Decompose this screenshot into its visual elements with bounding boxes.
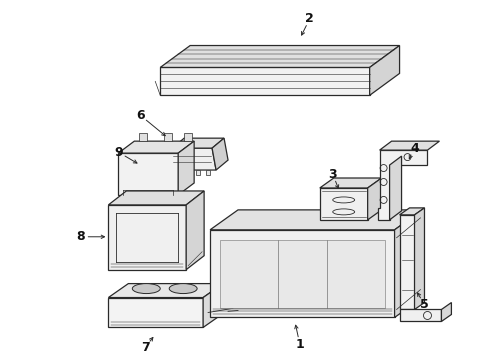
Polygon shape [441, 302, 451, 321]
Polygon shape [210, 230, 394, 318]
Polygon shape [212, 138, 228, 170]
Polygon shape [196, 170, 200, 175]
Polygon shape [399, 208, 424, 215]
Polygon shape [320, 188, 368, 220]
Ellipse shape [132, 284, 160, 293]
Polygon shape [394, 210, 422, 318]
Text: 6: 6 [136, 109, 145, 122]
Polygon shape [176, 170, 180, 175]
Polygon shape [399, 310, 441, 321]
Text: 9: 9 [114, 145, 122, 159]
Polygon shape [368, 178, 382, 220]
Polygon shape [186, 191, 204, 270]
Polygon shape [206, 170, 210, 175]
Polygon shape [220, 240, 385, 307]
Text: 8: 8 [76, 230, 85, 243]
Polygon shape [186, 170, 190, 175]
Polygon shape [108, 205, 186, 270]
Polygon shape [108, 284, 223, 298]
Polygon shape [172, 138, 224, 148]
Text: 3: 3 [328, 167, 337, 180]
Text: 2: 2 [305, 12, 314, 25]
Text: 4: 4 [410, 141, 419, 155]
Text: 1: 1 [295, 338, 304, 351]
Polygon shape [203, 284, 223, 328]
Ellipse shape [169, 284, 197, 293]
Polygon shape [164, 133, 172, 141]
Polygon shape [320, 178, 382, 188]
Polygon shape [390, 156, 401, 220]
Text: 5: 5 [420, 298, 429, 311]
Polygon shape [139, 133, 147, 141]
Polygon shape [108, 191, 204, 205]
Polygon shape [160, 67, 369, 95]
Polygon shape [380, 141, 440, 150]
Polygon shape [415, 208, 424, 310]
Polygon shape [168, 148, 216, 170]
Polygon shape [119, 153, 178, 195]
Polygon shape [119, 141, 194, 153]
Polygon shape [210, 210, 422, 230]
Polygon shape [399, 215, 415, 310]
Polygon shape [378, 150, 427, 220]
Polygon shape [108, 298, 203, 328]
Text: 7: 7 [141, 341, 149, 354]
Polygon shape [160, 45, 399, 67]
Polygon shape [369, 45, 399, 95]
Polygon shape [184, 133, 192, 141]
Polygon shape [178, 141, 194, 195]
